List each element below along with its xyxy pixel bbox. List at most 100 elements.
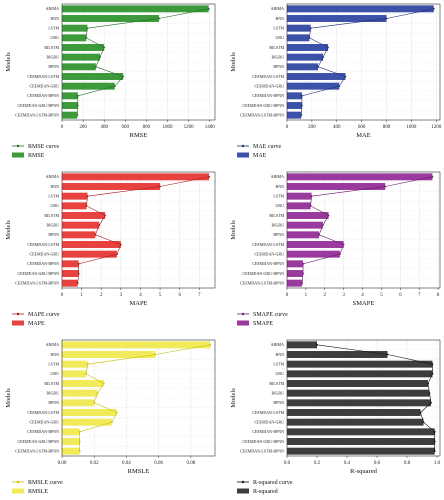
curve-point — [104, 214, 107, 217]
curve-point — [115, 411, 118, 414]
chart-panel-r-squared: ARIMA RNN LSTM GRU BILSTM BIGRU BPNN CEEMDAN-LS… — [230, 339, 441, 495]
curve-point — [422, 421, 425, 424]
y-axis-label: Models — [5, 388, 12, 408]
bar — [287, 260, 304, 268]
category-tick-label: CEEMDAN-GRU-BPNN — [242, 271, 284, 276]
x-tick-label: 8 — [437, 293, 440, 298]
category-tick-label: GRU — [276, 35, 285, 40]
category-tick-label: CEEMDAN-BPNN — [27, 429, 59, 434]
category-tick-label: BIGRU — [47, 391, 60, 396]
legend-curve-marker — [241, 480, 245, 484]
bar — [62, 447, 80, 455]
curve-point — [113, 85, 116, 88]
x-tick-label: 0.6 — [374, 461, 381, 466]
category-tick-label: LSTM — [273, 362, 284, 367]
legend-bar-swatch — [12, 152, 24, 158]
plot-frame — [61, 3, 216, 121]
bar — [287, 389, 430, 397]
x-tick-label: 1 — [80, 293, 83, 298]
bar — [287, 44, 329, 51]
x-tick-label: 0.4 — [344, 461, 351, 466]
curve-point — [122, 75, 125, 78]
curve-point — [207, 7, 210, 10]
curve-point — [433, 450, 436, 453]
x-tick-label: 1400 — [205, 125, 216, 130]
bar — [62, 231, 96, 239]
bar — [62, 212, 106, 219]
category-tick-label: GRU — [51, 203, 60, 208]
curve-point — [432, 7, 435, 10]
curve-point — [99, 56, 101, 59]
curve-point — [302, 262, 304, 265]
curve-point — [96, 392, 99, 395]
legend-curve-label: SMAPE curve — [253, 312, 288, 318]
bar — [287, 63, 319, 71]
category-tick-label: RNN — [51, 16, 60, 21]
curve-point — [322, 56, 324, 59]
curve-point — [316, 343, 318, 346]
curve-point — [86, 363, 89, 366]
x-tick-label: 0.8 — [404, 461, 411, 466]
y-axis-label: Models — [230, 388, 237, 408]
bar — [287, 360, 433, 368]
legend: RMSE curve RMSE — [12, 144, 60, 159]
legend-bar-swatch — [12, 488, 24, 494]
series-curve-line — [77, 176, 210, 284]
series-curve-line — [316, 344, 436, 452]
category-tick-label: BIGRU — [47, 223, 60, 228]
bar — [62, 270, 79, 277]
bar — [287, 399, 431, 407]
category-tick-label: RNN — [51, 352, 60, 357]
category-tick-label: CEEMDAN-GRU-BPNN — [17, 439, 59, 444]
legend: MAPE curve MAPE — [12, 312, 60, 327]
x-tick-label: 3 — [120, 293, 123, 298]
category-tick-label: CEEMDAN-GRU-BPNN — [242, 103, 284, 108]
category-tick-label: CEEMDAN-GRU-BPNN — [17, 271, 59, 276]
bar — [62, 5, 209, 13]
category-tick-label: CEEMDAN-LSTM-BPNN — [240, 113, 284, 118]
bar — [287, 5, 434, 13]
curve-point — [338, 253, 341, 256]
x-tick-label: 400 — [100, 125, 108, 130]
category-tick-label: BIGRU — [272, 391, 285, 396]
bar — [287, 34, 310, 42]
legend-bar-swatch — [12, 320, 24, 326]
category-tick-label: BPNN — [48, 400, 59, 405]
category-tick-label: CEEMDAN-BPNN — [252, 93, 284, 98]
legend-curve-marker — [241, 144, 245, 148]
bar — [287, 15, 387, 22]
curve-point — [386, 353, 389, 356]
bar — [62, 250, 117, 258]
legend-curve-label: RMSE curve — [28, 144, 60, 150]
category-tick-label: BPNN — [273, 232, 284, 237]
bar — [62, 380, 104, 387]
category-tick-label: CEEMDAN-GRU-BPNN — [17, 103, 59, 108]
x-tick-label: 0.06 — [154, 461, 163, 466]
curve-point — [159, 185, 161, 188]
y-axis-label: Models — [5, 220, 12, 240]
series-curve-line — [301, 8, 434, 116]
category-tick-label: CEEMDAN-GRU — [254, 252, 284, 257]
x-tick-label: 0.08 — [186, 461, 195, 466]
bar — [62, 92, 78, 100]
category-tick-label: GRU — [276, 371, 285, 376]
series-curve-line — [301, 176, 433, 284]
legend-curve-label: R-squared curve — [253, 480, 293, 486]
category-tick-label: ARIMA — [46, 174, 59, 179]
category-tick-label: CEEMDAN-GRU — [254, 84, 284, 89]
bar — [62, 192, 88, 200]
x-tick-label: 2 — [100, 293, 103, 298]
legend-bar-label: RMSLE — [28, 489, 48, 495]
legend-curve-label: MAE curve — [253, 144, 281, 150]
bar — [287, 212, 329, 219]
legend-bar-label: RMSE — [28, 153, 45, 159]
bar — [62, 73, 124, 80]
x-tick-label: 0 — [286, 293, 289, 298]
bar — [62, 438, 80, 445]
legend: SMAPE curve SMAPE — [237, 312, 288, 327]
bar — [62, 82, 115, 90]
x-axis-label: SMAPE — [353, 300, 375, 307]
bar — [62, 399, 95, 407]
category-tick-label: CEEMDAN-LSTM — [27, 242, 59, 247]
